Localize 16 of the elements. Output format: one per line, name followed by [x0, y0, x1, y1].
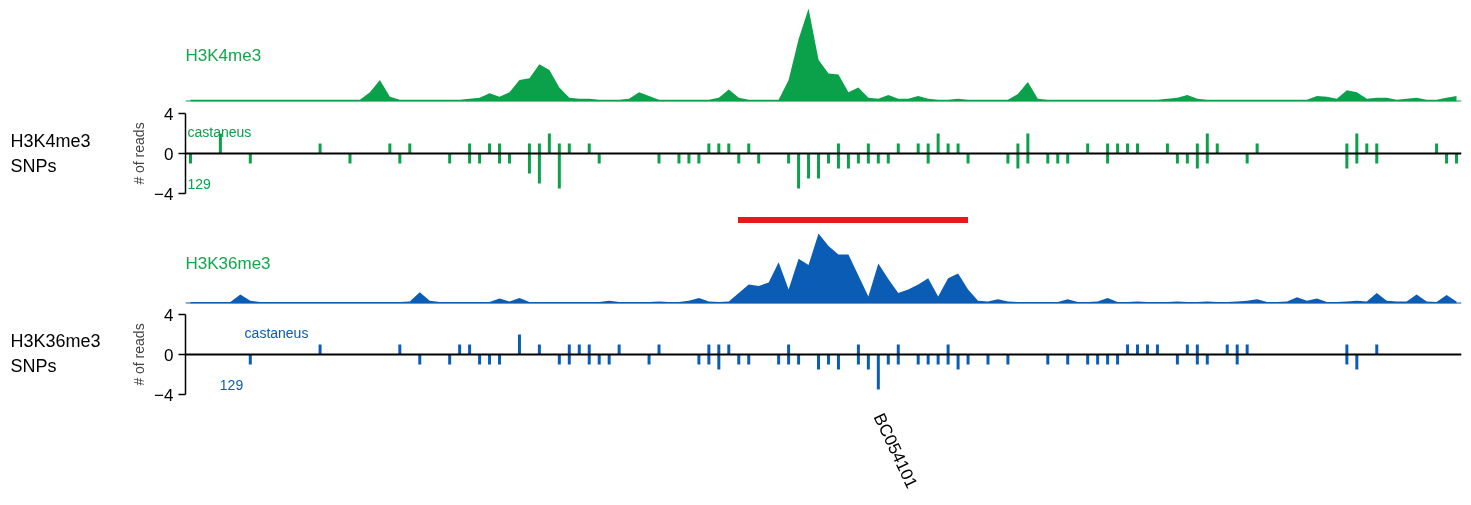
y-tick-label: −4 [154, 385, 174, 405]
text: H3K36me3 [185, 254, 271, 274]
series-label: 129 [219, 376, 244, 393]
text: H3K4me3 [185, 46, 262, 66]
text: H3K4me3 SNPs [10, 131, 91, 176]
y-axis-title: # of reads [131, 323, 148, 386]
y-tick-label: 4 [164, 104, 174, 124]
text: H3K36me3 SNPs [10, 331, 101, 377]
y-tick-label: 0 [164, 345, 174, 365]
y-axis-title: # of reads [131, 122, 148, 185]
y-tick-label: −4 [154, 184, 174, 204]
series-label: castaneus [244, 324, 309, 341]
y-tick-label: 0 [164, 144, 174, 164]
y-tick-label: 4 [164, 305, 174, 325]
series-label: castaneus [187, 123, 252, 140]
series-label: 129 [187, 175, 212, 192]
